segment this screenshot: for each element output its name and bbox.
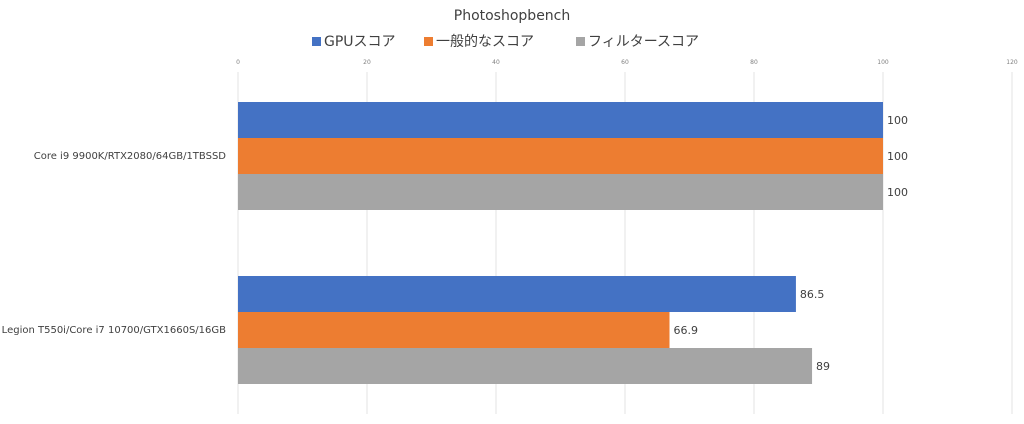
category-labels: Core i9 9900K/RTX2080/64GB/1TBSSD Legion … bbox=[2, 151, 227, 336]
tick-label: 100 bbox=[877, 59, 889, 66]
legend-label: フィルタースコア bbox=[588, 34, 699, 50]
legend-label: GPUスコア bbox=[324, 34, 396, 50]
tick-label: 20 bbox=[363, 59, 371, 66]
category-label: Core i9 9900K/RTX2080/64GB/1TBSSD bbox=[34, 151, 227, 162]
legend-label: 一般的なスコア bbox=[436, 34, 534, 50]
tick-labels: 0 20 40 60 80 100 120 bbox=[236, 59, 1018, 66]
chart-title: Photoshopbench bbox=[454, 8, 571, 24]
legend-swatch bbox=[312, 37, 321, 46]
legend-swatch bbox=[424, 37, 433, 46]
bar bbox=[238, 138, 883, 174]
data-label: 89 bbox=[816, 360, 830, 373]
data-label: 100 bbox=[887, 186, 908, 199]
tick-label: 120 bbox=[1006, 59, 1018, 66]
bar bbox=[238, 312, 670, 348]
tick-label: 80 bbox=[750, 59, 758, 66]
bar bbox=[238, 276, 796, 312]
bar bbox=[238, 174, 883, 210]
tick-label: 0 bbox=[236, 59, 240, 66]
legend-swatch bbox=[576, 37, 585, 46]
data-label: 66.9 bbox=[674, 324, 699, 337]
data-label: 100 bbox=[887, 150, 908, 163]
data-label: 100 bbox=[887, 114, 908, 127]
tick-label: 40 bbox=[492, 59, 500, 66]
bar bbox=[238, 348, 813, 384]
legend: GPUスコア 一般的なスコア フィルタースコア bbox=[312, 34, 699, 50]
tick-label: 60 bbox=[621, 59, 629, 66]
bars: 100 100 100 86.5 66.9 89 bbox=[238, 102, 908, 384]
data-label: 86.5 bbox=[800, 288, 825, 301]
bar bbox=[238, 102, 883, 138]
category-label: Legion T550i/Core i7 10700/GTX1660S/16GB bbox=[2, 325, 226, 336]
